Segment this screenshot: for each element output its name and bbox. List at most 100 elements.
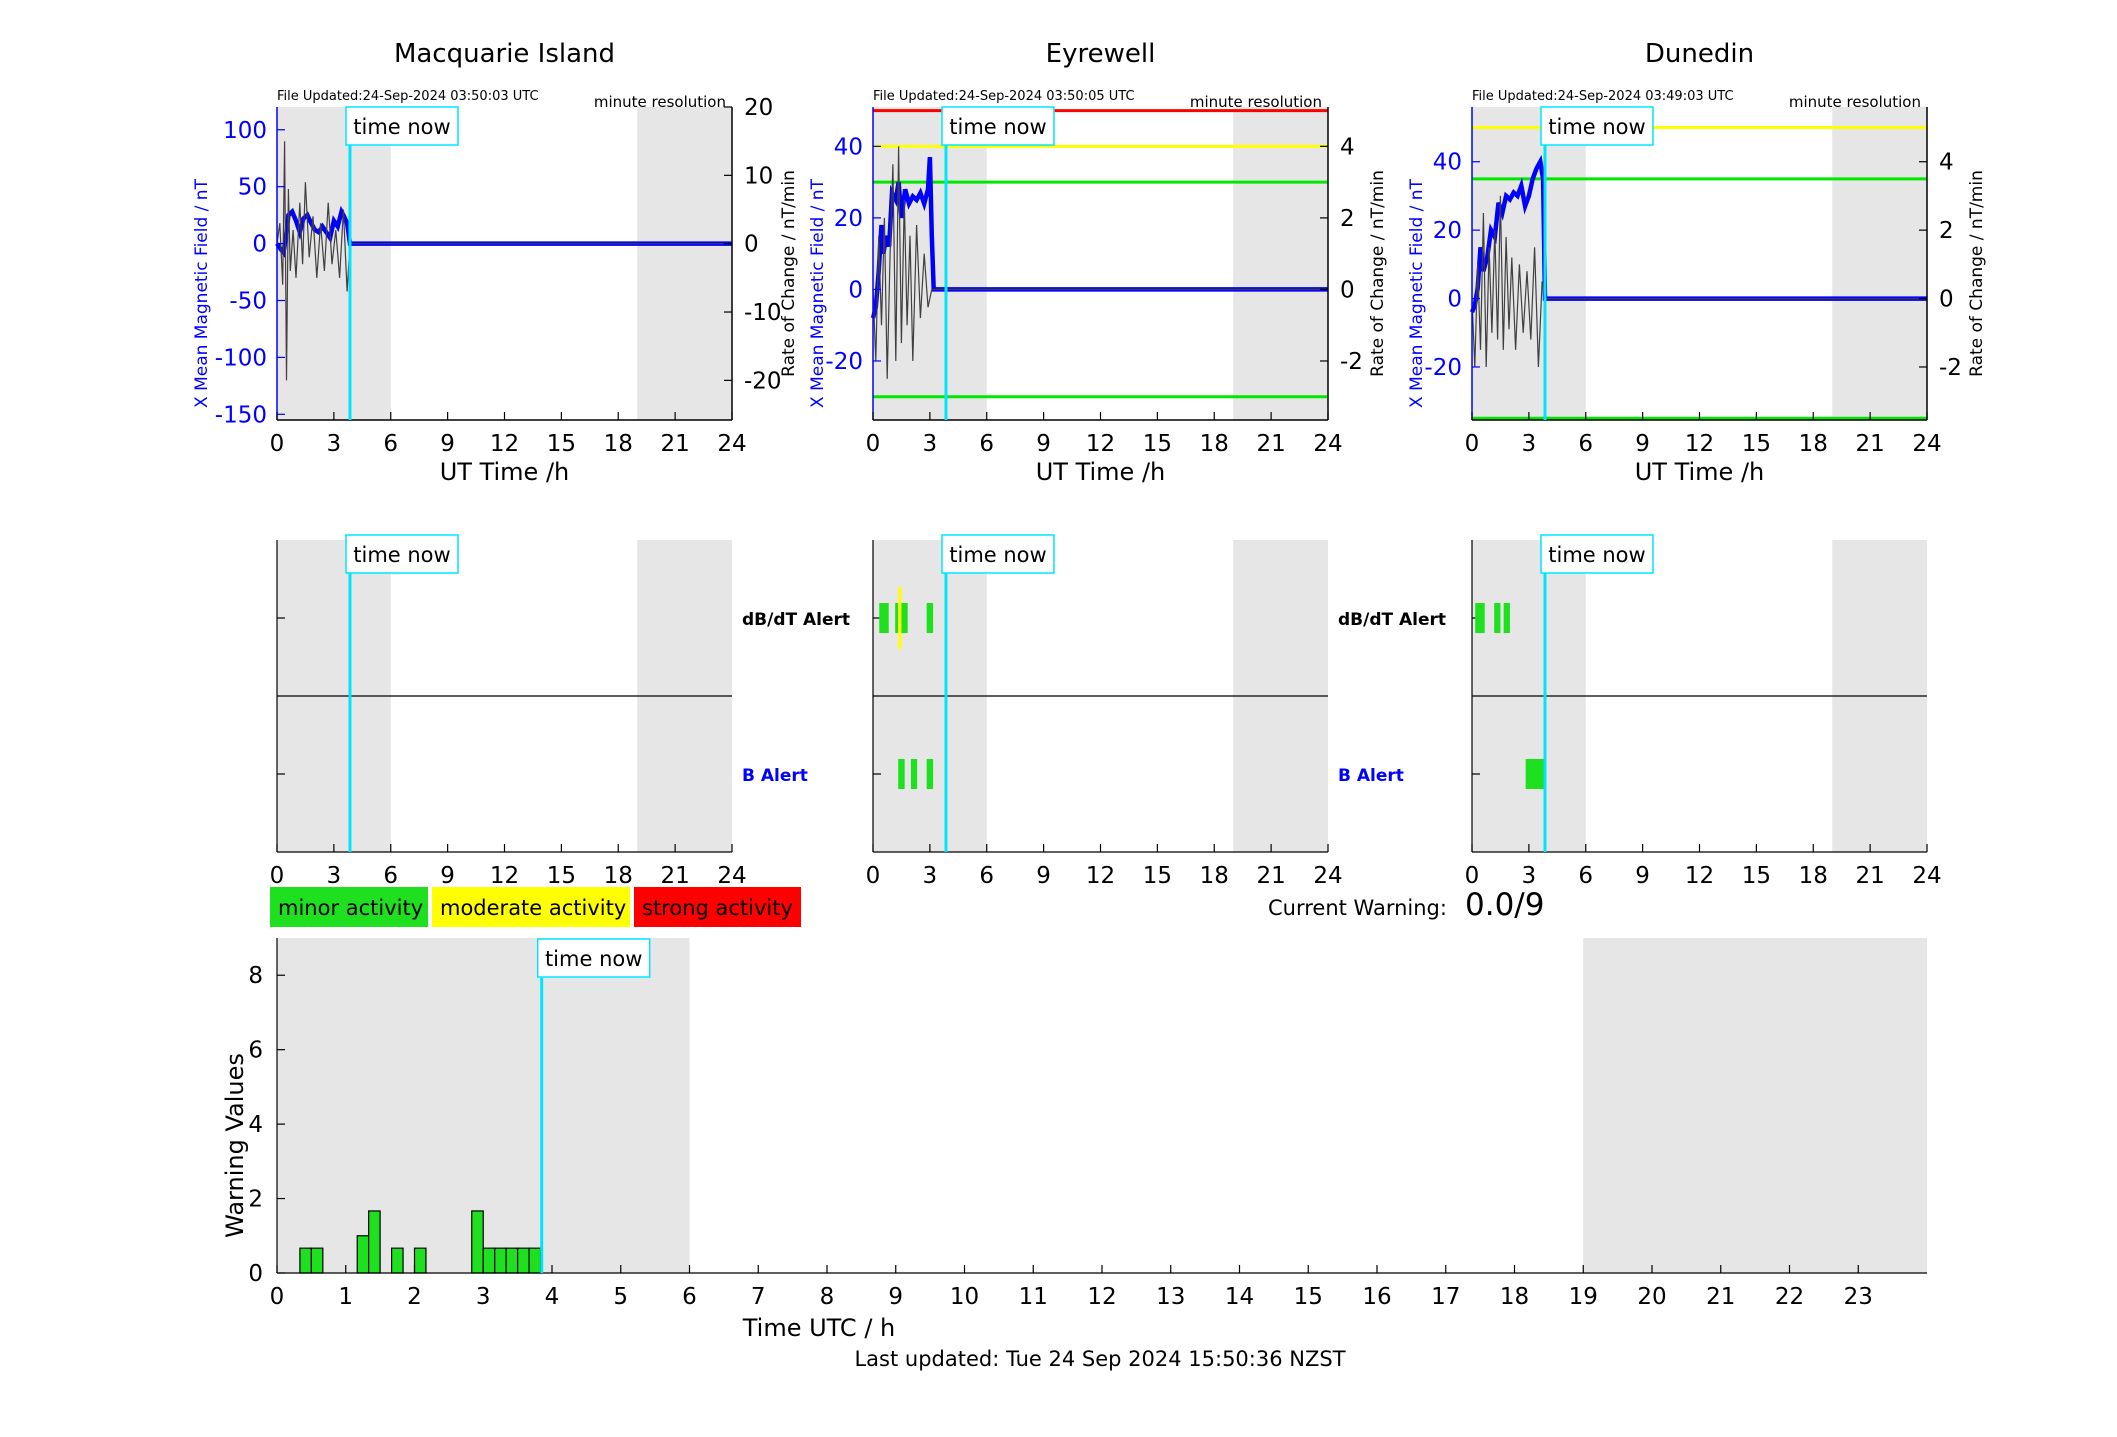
x-tick-label: 0 — [866, 431, 881, 457]
x-tick-label: 0 — [1465, 431, 1480, 457]
warning-bar — [471, 1210, 484, 1274]
y-tick-label: 0 — [848, 277, 863, 303]
alert-panel-2: 0 3 6 9 12 15 18 21 24 dB/dT Alert B Alert time now — [866, 534, 1446, 889]
x-tick-label: 9 — [440, 431, 455, 457]
x-tick-label: 18 — [1200, 431, 1229, 457]
y-axis-label-left: X Mean Magnetic Field / nT — [808, 178, 828, 408]
x-tick-label: 18 — [1799, 431, 1828, 457]
warning-bar — [310, 1247, 324, 1274]
warning-bar — [482, 1247, 496, 1274]
time-now-label: time now — [949, 115, 1046, 139]
rate-series-line — [872, 146, 1328, 379]
y-tick-label: 20 — [834, 206, 863, 232]
station-panel-1: 0 3 6 9 12 15 18 21 24-150-100-50050100-20-10010… — [192, 39, 799, 486]
x-tick-label: 9 — [1036, 863, 1051, 889]
x-tick-label: 0 — [270, 431, 285, 457]
warning-bar — [413, 1247, 427, 1274]
x-tick-label: 6 — [682, 1284, 697, 1310]
dbdt-alert-label: dB/dT Alert — [742, 610, 850, 630]
b-alert-label: B Alert — [742, 766, 808, 786]
night-shade — [1583, 938, 1927, 1273]
x-tick-label: 24 — [717, 431, 746, 457]
y-right-tick-label: -2 — [1340, 349, 1363, 375]
time-now-box — [345, 534, 459, 574]
y-right-tick-label: -2 — [1939, 355, 1962, 381]
y-tick-label: -150 — [215, 402, 267, 428]
time-now-box — [536, 938, 651, 978]
legend-label: minor activity — [278, 896, 423, 920]
x-tick-label: 24 — [717, 863, 746, 889]
y-tick-label: 0 — [248, 1261, 263, 1287]
x-tick-label: 12 — [1685, 431, 1714, 457]
dbdt-alert-bar — [926, 603, 934, 633]
dbdt-alert-bar — [1494, 603, 1501, 633]
x-tick-label: 24 — [1912, 863, 1941, 889]
x-tick-label: 21 — [660, 431, 689, 457]
file-updated: File Updated:24-Sep-2024 03:50:05 UTC — [873, 89, 1135, 104]
y-tick-label: 4 — [248, 1112, 263, 1138]
warning-bar — [494, 1247, 507, 1274]
x-tick-label: 1 — [338, 1284, 353, 1310]
legend-label: moderate activity — [440, 896, 626, 920]
x-tick-label: 6 — [383, 863, 398, 889]
x-tick-label: 24 — [1912, 431, 1941, 457]
night-shade — [277, 107, 391, 420]
b-alert-label: B Alert — [1338, 766, 1404, 786]
y-axis-label-right: Rate of Change / nT/min — [1967, 170, 1987, 377]
x-tick-label: 15 — [547, 431, 576, 457]
current-warning-value: 0.0/9 — [1465, 887, 1544, 923]
alert-panel-3: 0 3 6 9 12 15 18 21 24 time now — [1465, 534, 1942, 889]
file-updated: File Updated:24-Sep-2024 03:49:03 UTC — [1472, 89, 1734, 104]
y-right-tick-label: -10 — [744, 300, 782, 326]
x-tick-label: 8 — [820, 1284, 835, 1310]
y-right-tick-label: 0 — [1340, 277, 1355, 303]
night-shade — [1472, 107, 1586, 420]
night-shade — [1832, 107, 1927, 420]
x-tick-label: 3 — [327, 863, 342, 889]
dbdt-alert-label: dB/dT Alert — [1338, 610, 1446, 630]
x-tick-label: 21 — [1855, 431, 1884, 457]
time-now-box — [941, 534, 1055, 574]
x-tick-label: 3 — [327, 431, 342, 457]
x-tick-label: 6 — [1578, 863, 1593, 889]
x-tick-label: 18 — [604, 431, 633, 457]
x-tick-label: 9 — [1635, 431, 1650, 457]
y-tick-label: 8 — [248, 963, 263, 989]
alert-panel-1: 0 3 6 9 12 15 18 21 24 dB/dT Alert B Alert time now — [270, 534, 850, 889]
last-updated: Last updated: Tue 24 Sep 2024 15:50:36 N… — [854, 1347, 1345, 1371]
x-tick-label: 24 — [1313, 431, 1342, 457]
resolution-label: minute resolution — [1190, 93, 1322, 111]
y-tick-label: 20 — [1433, 218, 1462, 244]
x-tick-label: 15 — [1294, 1284, 1323, 1310]
time-now-label: time now — [1548, 543, 1645, 567]
x-tick-label: 3 — [1522, 431, 1537, 457]
x-tick-label: 19 — [1569, 1284, 1598, 1310]
x-tick-label: 0 — [866, 863, 881, 889]
time-now-label: time now — [1548, 115, 1645, 139]
x-tick-label: 12 — [490, 431, 519, 457]
x-tick-label: 3 — [923, 863, 938, 889]
warning-bar — [299, 1247, 312, 1274]
x-tick-label: 13 — [1156, 1284, 1185, 1310]
rate-series-line — [1471, 195, 1927, 368]
y-right-tick-label: 20 — [744, 95, 773, 121]
y-tick-label: -100 — [215, 345, 267, 371]
y-right-tick-label: 4 — [1340, 134, 1355, 160]
legend-swatch — [432, 887, 630, 927]
activity-legend: minor activity moderate activity strong ac… — [270, 887, 801, 927]
x-tick-label: 12 — [1086, 431, 1115, 457]
x-tick-label: 21 — [1256, 431, 1285, 457]
resolution-label: minute resolution — [1789, 93, 1921, 111]
x-tick-label: 18 — [1200, 863, 1229, 889]
time-now-label: time now — [949, 543, 1046, 567]
y-tick-label: 40 — [834, 134, 863, 160]
x-tick-label: 3 — [923, 431, 938, 457]
x-tick-label: 3 — [1522, 863, 1537, 889]
dbdt-alert-bar — [901, 603, 908, 633]
x-tick-label: 6 — [979, 431, 994, 457]
x-tick-label: 21 — [1706, 1284, 1735, 1310]
warning-chart: 0 1 2 3 4 5 6 7 8 9 10 11 12 13 14 15 16 17 18 19 20 21 22 2302… — [221, 938, 1927, 1342]
x-tick-label: 9 — [888, 1284, 903, 1310]
y-right-tick-label: 2 — [1939, 218, 1954, 244]
